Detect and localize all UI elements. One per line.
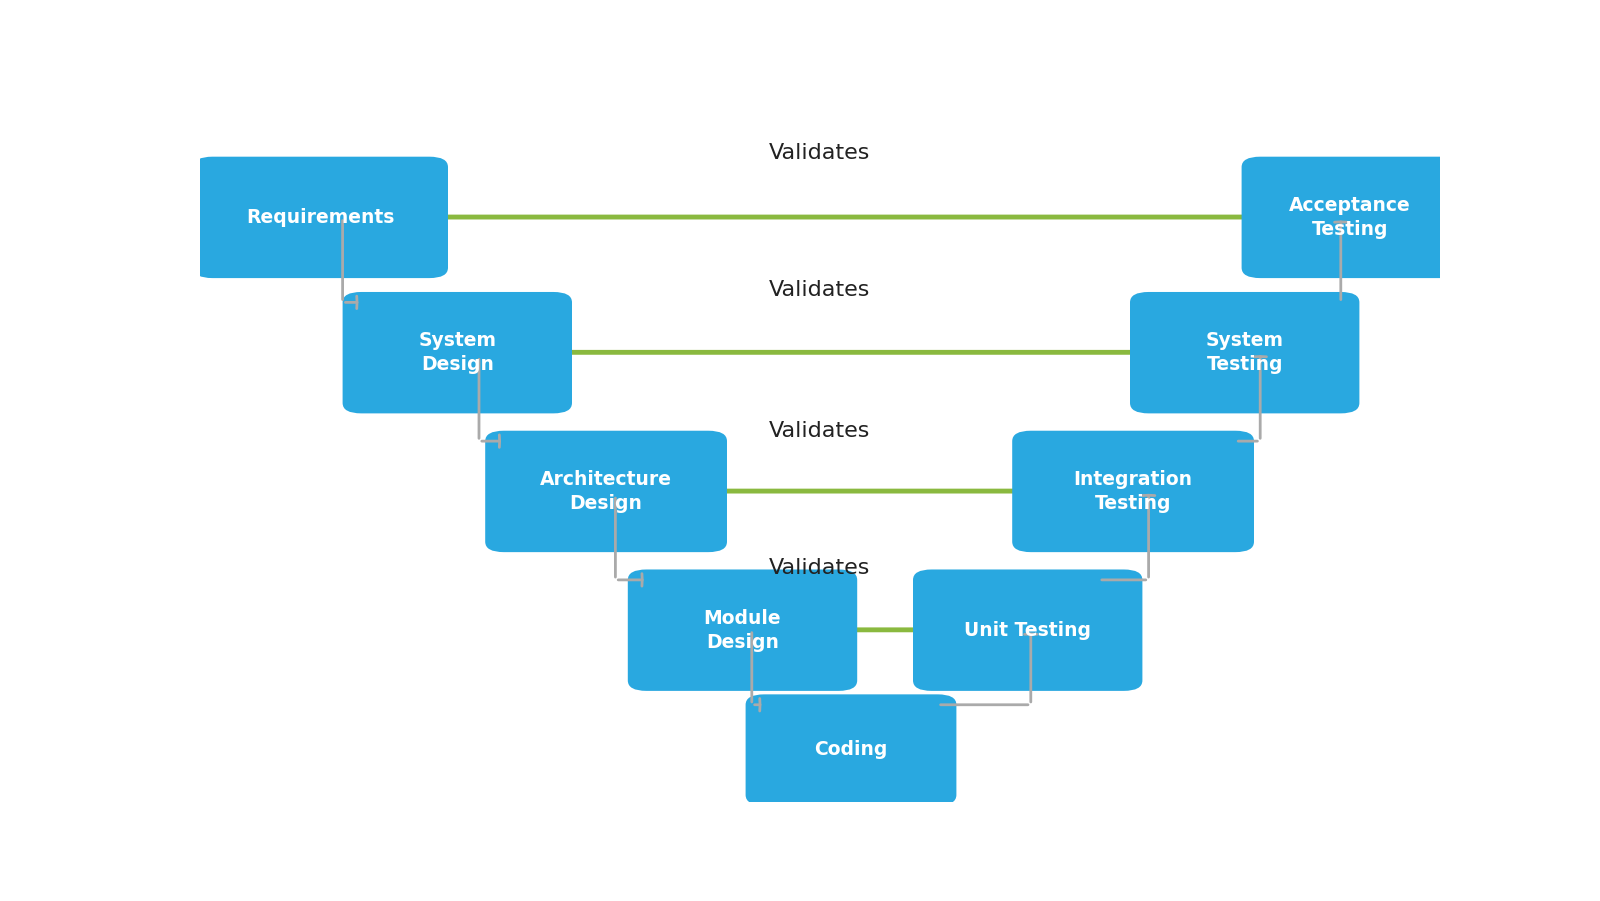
Text: Unit Testing: Unit Testing (965, 621, 1091, 640)
Text: Validates: Validates (770, 421, 870, 441)
Text: System
Testing: System Testing (1206, 331, 1283, 374)
Text: Validates: Validates (770, 558, 870, 578)
FancyBboxPatch shape (914, 569, 1142, 691)
Text: Integration
Testing: Integration Testing (1074, 469, 1192, 513)
Text: Validates: Validates (770, 280, 870, 300)
FancyBboxPatch shape (194, 157, 448, 278)
FancyBboxPatch shape (1013, 431, 1254, 552)
Text: System
Design: System Design (418, 331, 496, 374)
Text: Requirements: Requirements (246, 208, 395, 227)
FancyBboxPatch shape (627, 569, 858, 691)
Text: Acceptance
Testing: Acceptance Testing (1290, 196, 1411, 239)
FancyBboxPatch shape (342, 292, 573, 414)
Text: Validates: Validates (770, 143, 870, 163)
FancyBboxPatch shape (485, 431, 726, 552)
FancyBboxPatch shape (1130, 292, 1360, 414)
Text: Architecture
Design: Architecture Design (541, 469, 672, 513)
FancyBboxPatch shape (1242, 157, 1459, 278)
Text: Coding: Coding (814, 741, 888, 760)
FancyBboxPatch shape (746, 695, 957, 805)
Text: Module
Design: Module Design (704, 608, 781, 651)
